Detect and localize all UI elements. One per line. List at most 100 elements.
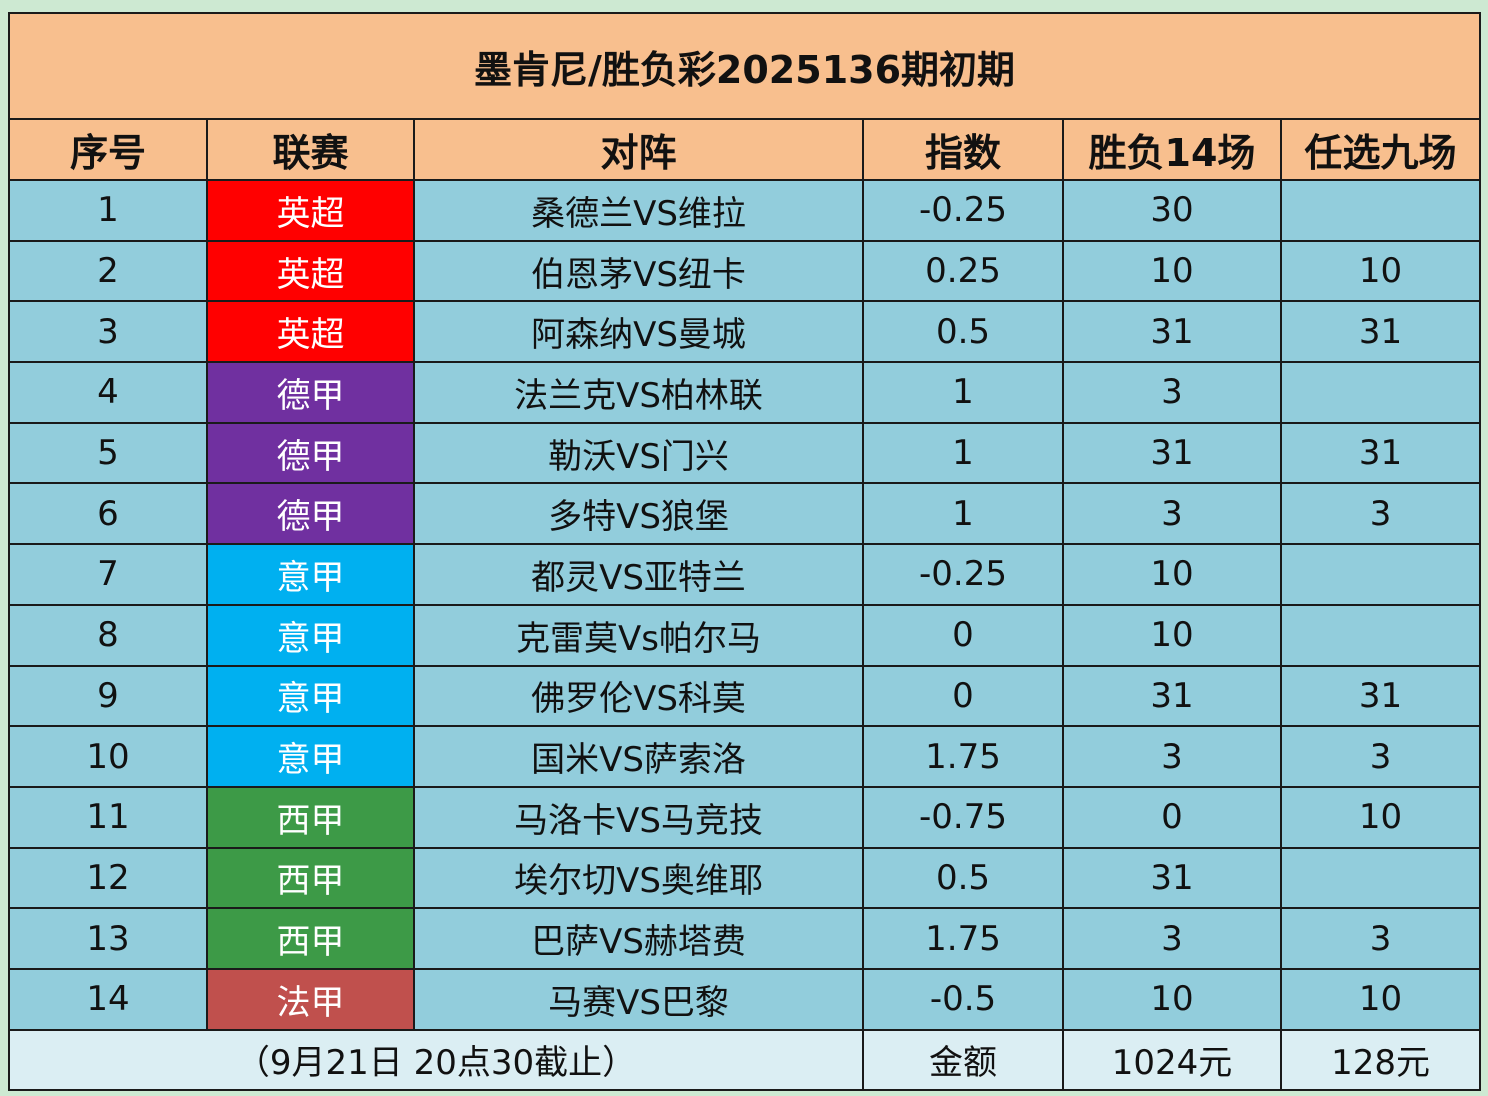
row-number: 10 (8, 725, 208, 788)
table-row: 9 意甲 佛罗伦VS科莫 0 31 31 (8, 664, 1482, 728)
index-cell: 1.75 (862, 725, 1064, 788)
row-number: 5 (8, 421, 208, 485)
match-cell: 国米VS萨索洛 (413, 725, 864, 788)
table-row: 5 德甲 勒沃VS门兴 1 31 31 (8, 421, 1482, 485)
header-row: 序号 联赛 对阵 指数 胜负14场 任选九场 (8, 118, 1482, 181)
index-cell: 0.5 (862, 300, 1064, 364)
row-number: 14 (8, 967, 208, 1031)
match-cell: 阿森纳VS曼城 (413, 300, 864, 364)
match-cell: 伯恩茅VS纽卡 (413, 239, 864, 303)
table-row: 2 英超 伯恩茅VS纽卡 0.25 10 10 (8, 239, 1482, 303)
match-cell: 都灵VS亚特兰 (413, 543, 864, 606)
league-cell: 德甲 (206, 421, 415, 485)
league-cell: 德甲 (206, 482, 415, 546)
table-row: 8 意甲 克雷莫Vs帕尔马 0 10 (8, 603, 1482, 667)
rx9-cell: 10 (1279, 967, 1482, 1031)
table-title: 墨肯尼/胜负彩2025136期初期 (7, 12, 1482, 120)
table-row: 6 德甲 多特VS狼堡 1 3 3 (8, 482, 1482, 546)
match-cell: 马赛VS巴黎 (413, 967, 864, 1031)
header-sf14: 胜负14场 (1062, 118, 1282, 181)
rx9-cell (1279, 361, 1482, 424)
index-cell: 1 (862, 482, 1064, 546)
league-cell: 西甲 (206, 907, 415, 970)
index-cell: 0.25 (862, 239, 1064, 303)
league-cell: 意甲 (206, 543, 415, 606)
sf14-cell: 0 (1062, 785, 1282, 849)
league-cell: 德甲 (206, 361, 415, 424)
table-row: 10 意甲 国米VS萨索洛 1.75 3 3 (8, 725, 1482, 788)
sf14-cell: 3 (1062, 725, 1282, 788)
sf14-cell: 31 (1062, 664, 1282, 728)
match-cell: 勒沃VS门兴 (413, 421, 864, 485)
sf14-cell: 10 (1062, 239, 1282, 303)
index-cell: -0.25 (862, 179, 1064, 242)
rx9-cell: 3 (1279, 725, 1482, 788)
sf14-cell: 10 (1062, 967, 1282, 1031)
index-cell: 1 (862, 361, 1064, 424)
lottery-table: 墨肯尼/胜负彩2025136期初期 序号 联赛 对阵 指数 胜负14场 任选九场… (7, 12, 1482, 1091)
sf14-cell: 31 (1062, 421, 1282, 485)
league-cell: 西甲 (206, 846, 415, 910)
rx9-cell (1279, 603, 1482, 667)
index-cell: 0.5 (862, 846, 1064, 910)
index-cell: -0.75 (862, 785, 1064, 849)
league-cell: 法甲 (206, 967, 415, 1031)
rx9-cell (1279, 846, 1482, 910)
rx9-cell: 31 (1279, 421, 1482, 485)
index-cell: 0 (862, 664, 1064, 728)
sf14-cell: 31 (1062, 846, 1282, 910)
rx9-cell (1279, 543, 1482, 606)
table-row: 7 意甲 都灵VS亚特兰 -0.25 10 (8, 543, 1482, 606)
sf14-cell: 10 (1062, 543, 1282, 606)
table-row: 11 西甲 马洛卡VS马竞技 -0.75 0 10 (8, 785, 1482, 849)
row-number: 11 (8, 785, 208, 849)
rx9-amount: 128元 (1279, 1028, 1482, 1091)
league-cell: 意甲 (206, 603, 415, 667)
header-index: 指数 (862, 118, 1064, 181)
deadline: （9月21日 20点30截止） (8, 1028, 864, 1091)
header-league: 联赛 (206, 118, 415, 181)
index-cell: 0 (862, 603, 1064, 667)
sf14-cell: 3 (1062, 482, 1282, 546)
rx9-cell: 10 (1279, 785, 1482, 849)
row-number: 1 (8, 179, 208, 242)
amount-label: 金额 (862, 1028, 1064, 1091)
table-row: 1 英超 桑德兰VS维拉 -0.25 30 (8, 179, 1482, 242)
rx9-cell: 31 (1279, 664, 1482, 728)
row-number: 12 (8, 846, 208, 910)
match-cell: 巴萨VS赫塔费 (413, 907, 864, 970)
header-match: 对阵 (413, 118, 864, 181)
match-cell: 埃尔切VS奥维耶 (413, 846, 864, 910)
index-cell: -0.5 (862, 967, 1064, 1031)
index-cell: -0.25 (862, 543, 1064, 606)
match-cell: 桑德兰VS维拉 (413, 179, 864, 242)
table-row: 4 德甲 法兰克VS柏林联 1 3 (8, 361, 1482, 424)
header-rx9: 任选九场 (1279, 118, 1482, 181)
match-cell: 马洛卡VS马竞技 (413, 785, 864, 849)
match-cell: 佛罗伦VS科莫 (413, 664, 864, 728)
league-cell: 西甲 (206, 785, 415, 849)
rx9-cell (1279, 179, 1482, 242)
league-cell: 意甲 (206, 664, 415, 728)
row-number: 4 (8, 361, 208, 424)
league-cell: 英超 (206, 300, 415, 364)
footer-row: （9月21日 20点30截止） 金额 1024元 128元 (8, 1028, 1482, 1091)
rx9-cell: 3 (1279, 907, 1482, 970)
match-cell: 克雷莫Vs帕尔马 (413, 603, 864, 667)
row-number: 6 (8, 482, 208, 546)
index-cell: 1.75 (862, 907, 1064, 970)
table-row: 3 英超 阿森纳VS曼城 0.5 31 31 (8, 300, 1482, 364)
league-cell: 英超 (206, 179, 415, 242)
sf14-cell: 3 (1062, 907, 1282, 970)
table-row: 12 西甲 埃尔切VS奥维耶 0.5 31 (8, 846, 1482, 910)
row-number: 7 (8, 543, 208, 606)
table-row: 13 西甲 巴萨VS赫塔费 1.75 3 3 (8, 907, 1482, 970)
sf14-cell: 3 (1062, 361, 1282, 424)
row-number: 9 (8, 664, 208, 728)
match-cell: 多特VS狼堡 (413, 482, 864, 546)
rx9-cell: 10 (1279, 239, 1482, 303)
row-number: 3 (8, 300, 208, 364)
row-number: 13 (8, 907, 208, 970)
league-cell: 意甲 (206, 725, 415, 788)
league-cell: 英超 (206, 239, 415, 303)
